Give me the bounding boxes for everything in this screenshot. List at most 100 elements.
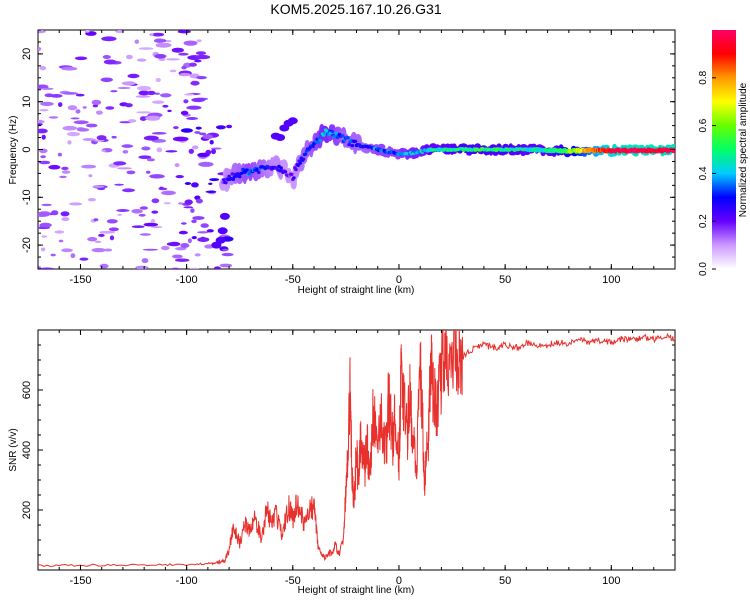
noise-blob [154, 92, 160, 95]
noise-blob [39, 267, 55, 269]
snr-panel: -150 -100 -50 0 50 100 200 400 600 Height of st… [8, 329, 676, 596]
noise-blob [159, 186, 164, 189]
noise-blob [191, 236, 197, 240]
noise-blob [41, 87, 54, 90]
noise-blob [165, 40, 172, 43]
noise-blob [138, 155, 152, 159]
noise-blob [125, 54, 133, 60]
noise-blob [38, 128, 48, 134]
noise-blob [99, 230, 116, 234]
spec-y-tick-label: -10 [21, 189, 33, 205]
ridge-core [353, 139, 358, 143]
noise-blob [61, 217, 70, 222]
noise-blob [138, 90, 150, 96]
noise-blob [111, 135, 117, 139]
noise-blob [50, 253, 56, 257]
noise-blob [213, 266, 222, 269]
ridge-core [283, 170, 288, 174]
noise-blob [48, 164, 61, 170]
noise-blob [194, 131, 201, 134]
noise-blob [174, 163, 180, 168]
snr-x-tick-label: -100 [176, 575, 198, 587]
spectrogram-y-axis-title: Frequency (Hz) [8, 116, 19, 185]
noise-blob [40, 247, 46, 252]
ridge-core [301, 157, 306, 161]
ridge-core [296, 163, 300, 167]
ridge-core [292, 176, 296, 180]
noise-blob [167, 109, 172, 113]
noise-blob [138, 47, 154, 50]
noise-blob [114, 183, 124, 186]
noise-blob [96, 135, 107, 141]
noise-blob [151, 226, 163, 229]
noise-blob [61, 166, 69, 171]
noise-blob [197, 237, 210, 243]
ridge-core [298, 161, 303, 165]
noise-blob [159, 93, 172, 98]
noise-blob [178, 52, 189, 56]
noise-blob [188, 62, 197, 67]
noise-blob [106, 219, 118, 224]
noise-blob [70, 117, 80, 120]
spec-y-tick-label: 10 [21, 96, 33, 108]
noise-blob [184, 199, 193, 205]
noise-blob [200, 223, 209, 228]
signal-patch [217, 227, 228, 235]
noise-blob [121, 144, 134, 148]
noise-blob [74, 56, 88, 61]
noise-blob [141, 146, 151, 151]
ridge-core [347, 143, 351, 147]
noise-blob [105, 106, 115, 110]
noise-blob [151, 198, 160, 204]
ridge-core [279, 166, 283, 170]
noise-blob [188, 148, 194, 154]
noise-blob [131, 209, 143, 214]
snr-frame [37, 329, 676, 571]
noise-blob [139, 233, 151, 236]
spec-y-tick-label: 20 [21, 48, 33, 60]
noise-blob [82, 138, 96, 141]
noise-blob [61, 66, 78, 71]
spec-y-tick-label: -20 [21, 237, 33, 253]
noise-blob [166, 58, 180, 61]
noise-blob [41, 235, 47, 238]
noise-blob [175, 175, 184, 179]
spectrogram-marks [38, 30, 675, 269]
spec-x-tick-label: 50 [499, 274, 511, 286]
noise-blob [219, 263, 233, 268]
snr-x-tick-label: -50 [285, 575, 301, 587]
noise-blob [195, 198, 203, 204]
colorbar: 0.0 0.2 0.4 0.6 0.8 Normalized spectral ampl… [698, 30, 749, 276]
noise-blob [138, 213, 146, 217]
noise-blob [87, 237, 98, 242]
noise-blob [38, 123, 43, 126]
noise-blob [121, 81, 136, 86]
noise-blob [66, 132, 81, 137]
colorbar-tick-label: 0.8 [698, 70, 709, 84]
noise-blob [103, 59, 117, 65]
noise-blob [60, 211, 70, 217]
ridge-core [340, 134, 345, 138]
noise-blob [172, 136, 189, 142]
noise-blob [197, 152, 210, 158]
noise-blob [82, 106, 87, 109]
noise-blob [221, 248, 229, 251]
ridge-core [222, 178, 226, 182]
noise-blob [41, 203, 52, 207]
noise-blob [115, 30, 125, 33]
noise-blob [184, 182, 192, 185]
spectrogram-x-ticks: -150 -100 -50 0 50 100 [37, 30, 676, 286]
noise-blob [184, 93, 195, 96]
noise-blob [116, 209, 130, 212]
ridge-core [334, 131, 339, 135]
spec-x-tick-label: 100 [602, 274, 620, 286]
noise-blob [101, 149, 107, 152]
noise-blob [221, 252, 234, 257]
noise-blob [145, 170, 151, 174]
snr-y-tick-label: 400 [21, 441, 33, 459]
noise-blob [143, 135, 159, 141]
noise-blob [187, 238, 192, 244]
noise-blob [38, 30, 46, 34]
noise-blob [38, 119, 45, 124]
